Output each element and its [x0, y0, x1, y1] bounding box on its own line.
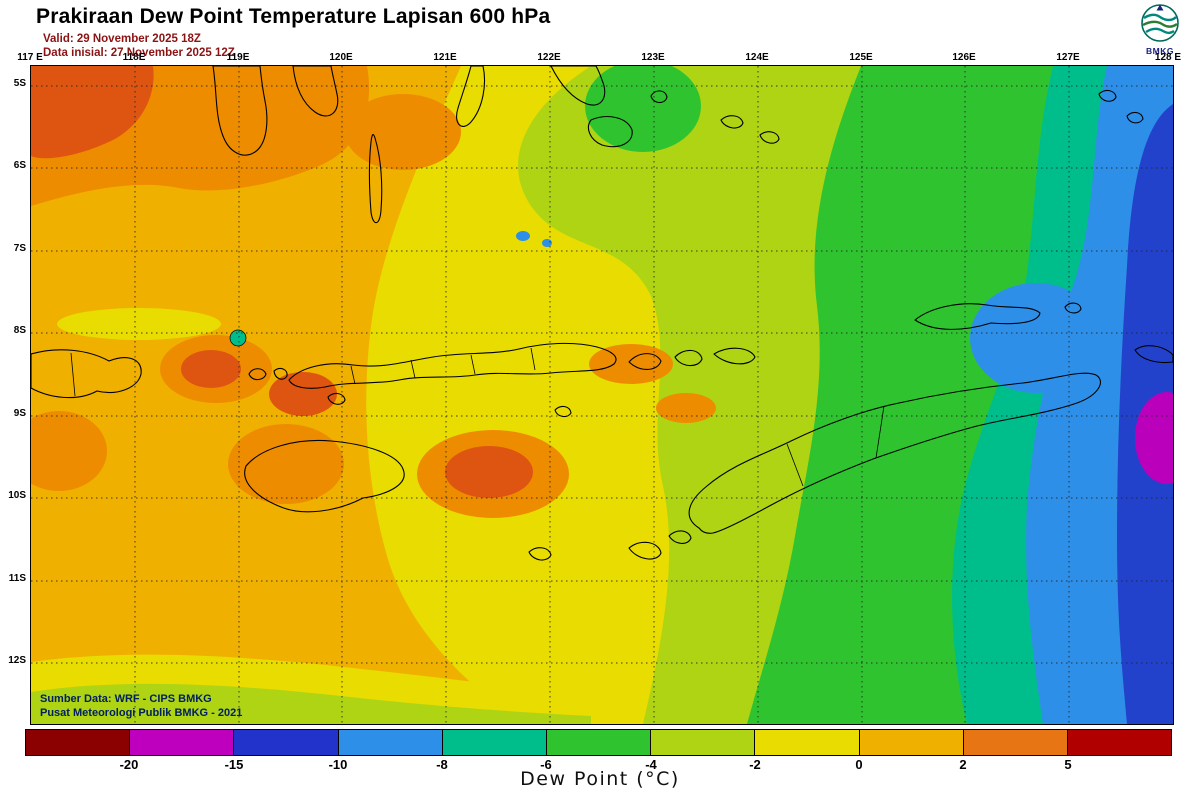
page-title: Prakiraan Dew Point Temperature Lapisan …	[36, 5, 551, 28]
map-canvas	[30, 65, 1174, 725]
colorbar-segment	[650, 729, 756, 756]
dewpoint-field	[31, 66, 1173, 724]
lon-label: 120E	[329, 52, 353, 63]
colorbar-tick: -2	[749, 757, 761, 772]
lon-label: 123E	[641, 52, 665, 63]
colorbar-tick: 5	[1064, 757, 1072, 772]
lon-label: 128 E	[1154, 52, 1182, 63]
colorbar-segment	[1066, 729, 1173, 756]
lat-label: 5S	[13, 78, 26, 89]
lon-label: 117 E	[17, 52, 43, 63]
source-credit: Sumber Data: WRF - CIPS BMKG	[40, 693, 212, 705]
colorbar-tick: 0	[855, 757, 863, 772]
colorbar-label: Dew Point (°C)	[520, 768, 680, 790]
bmkg-logo-label: BMKG	[1146, 46, 1174, 56]
colorbar-segment	[337, 729, 443, 756]
lat-label: 11S	[8, 573, 26, 584]
colorbar	[25, 729, 1173, 756]
colorbar-tick: -10	[328, 757, 348, 772]
lat-label: 12S	[8, 655, 26, 666]
colorbar-segment	[233, 729, 339, 756]
lon-label: 127E	[1056, 52, 1080, 63]
init-time-label: Data inisial: 27 November 2025 12Z	[43, 47, 235, 59]
lon-label: 124E	[745, 52, 769, 63]
colorbar-tick: -15	[224, 757, 244, 772]
lat-label: 8S	[13, 325, 26, 336]
bmkg-logo-icon	[1141, 4, 1179, 42]
lon-label: 118E	[122, 52, 146, 63]
lon-label: 121E	[433, 52, 457, 63]
colorbar-segment	[129, 729, 235, 756]
lon-label: 119E	[226, 52, 250, 63]
lon-label: 125E	[849, 52, 873, 63]
valid-time-label: Valid: 29 November 2025 18Z	[43, 33, 201, 45]
colorbar-segment	[962, 729, 1068, 756]
colorbar-segment	[441, 729, 547, 756]
colorbar-segment	[25, 729, 131, 756]
lon-label: 122E	[537, 52, 561, 63]
lat-label: 9S	[13, 408, 26, 419]
graticule	[31, 66, 1173, 724]
colorbar-tick: -8	[436, 757, 448, 772]
colorbar-segment	[858, 729, 964, 756]
bmkg-logo: BMKG	[1136, 3, 1184, 56]
producer-credit: Pusat Meteorologi Publik BMKG - 2021	[40, 707, 243, 719]
colorbar-segment	[754, 729, 860, 756]
lon-label: 126E	[952, 52, 976, 63]
colorbar-tick: -20	[119, 757, 139, 772]
colorbar-tick: -4	[645, 757, 657, 772]
colorbar-tick: 2	[959, 757, 967, 772]
colorbar-tick: -6	[540, 757, 552, 772]
colorbar-segment	[545, 729, 652, 756]
lat-label: 10S	[8, 490, 26, 501]
coastlines	[31, 66, 1173, 561]
lat-label: 6S	[13, 160, 26, 171]
lat-label: 7S	[13, 243, 26, 254]
